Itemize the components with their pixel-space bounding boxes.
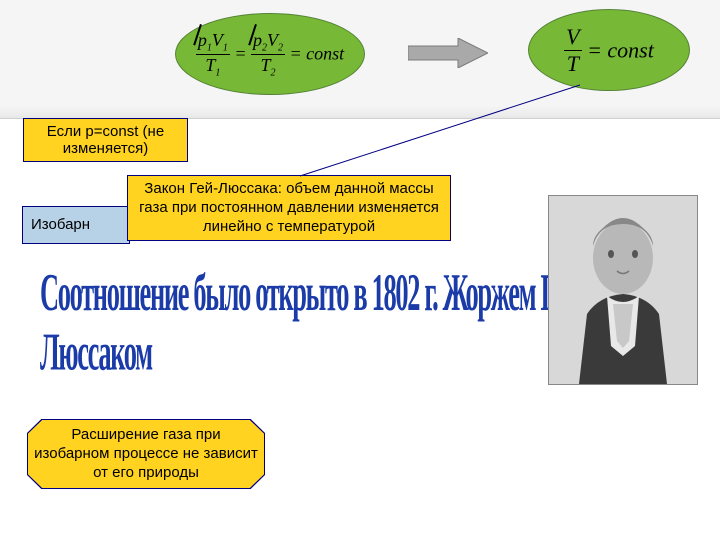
frac-num: V xyxy=(564,24,581,51)
process-box: Изобарн xyxy=(22,206,130,244)
law-box: Закон Гей-Люссака: объем данной массы га… xyxy=(127,175,451,241)
const-text-right: const xyxy=(607,37,653,62)
formula-ellipse-left: p1V1 T1 = p2V2 T2 = const xyxy=(175,13,365,95)
formula-result: V T = const xyxy=(564,24,654,77)
law-text: Закон Гей-Люссака: объем данной массы га… xyxy=(139,180,439,235)
portrait-gay-lussac xyxy=(548,195,698,385)
frac-den: T xyxy=(564,51,581,77)
arrow-icon xyxy=(408,38,488,68)
condition-box: Если p=const (не изменяется) xyxy=(23,118,188,162)
expansion-text: Расширение газа при изобарном процессе н… xyxy=(34,426,258,481)
formula-combined: p1V1 T1 = p2V2 T2 = const xyxy=(196,30,344,78)
discovery-text: Соотношение было открыто в 1802 г. Жорже… xyxy=(40,265,586,382)
condition-text: Если p=const (не изменяется) xyxy=(47,123,164,157)
expansion-box: Расширение газа при изобарном процессе н… xyxy=(28,420,264,488)
const-text: const xyxy=(306,44,344,64)
process-text: Изобарн xyxy=(31,216,90,233)
formula-ellipse-right: V T = const xyxy=(528,9,690,91)
